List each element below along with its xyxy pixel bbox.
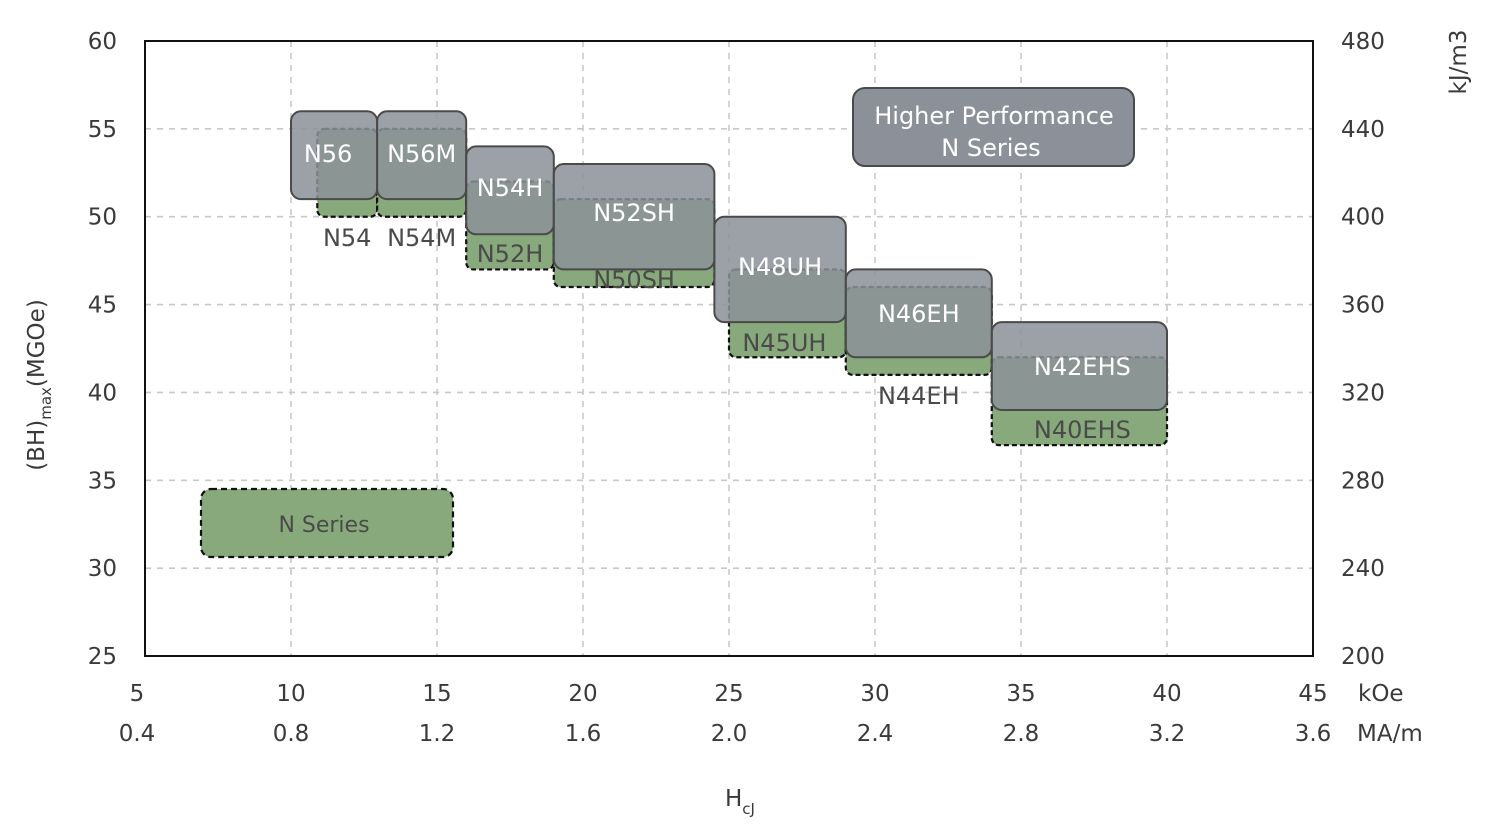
- grade-label-n56: N56: [304, 140, 353, 168]
- y-tick-label: 45: [88, 293, 117, 319]
- legend-higher-line1: Higher Performance: [874, 102, 1114, 130]
- x-secondary-tick-label: 0.4: [119, 721, 156, 747]
- legend-n-swatch: [199, 487, 455, 559]
- y2-tick-label: 440: [1341, 117, 1385, 143]
- x-tick-label: 5: [130, 681, 145, 707]
- y2-tick-label: 240: [1341, 556, 1385, 582]
- x-tick-label: 40: [1152, 681, 1181, 707]
- y-tick-label: 40: [88, 380, 117, 406]
- x-tick-label: 45: [1298, 681, 1327, 707]
- legend-higher-swatch: [852, 87, 1135, 167]
- x-tick-label: 20: [568, 681, 597, 707]
- higher-performance-boxes: [290, 110, 1168, 411]
- x-tick-label: 15: [422, 681, 451, 707]
- box-n48uh: [713, 215, 847, 324]
- x-secondary-tick-label: 2.4: [857, 721, 894, 747]
- y2-tick-label: 400: [1341, 205, 1385, 231]
- x-axis-secondary-ticks: 0.4 0.8 1.2 1.6 2.0 2.4 2.8 3.2 3.6: [119, 721, 1332, 747]
- box-n52sh: [552, 163, 716, 271]
- x-tick-label: 30: [860, 681, 889, 707]
- y-tick-label: 60: [88, 29, 117, 55]
- grade-label-n40ehs: N40EHS: [1034, 416, 1131, 444]
- legend-higher-performance: Higher Performance N Series: [852, 87, 1135, 167]
- grade-labels: N54 N54M N52H N50SH N45UH N44EH N40EHS N56 N56M N…: [304, 140, 1131, 444]
- x-secondary-tick-label: 3.2: [1149, 721, 1186, 747]
- x-tick-label: 35: [1006, 681, 1035, 707]
- y2-tick-label: 280: [1341, 468, 1385, 494]
- y-tick-label: 55: [88, 117, 117, 143]
- y2-tick-label: 480: [1341, 29, 1385, 55]
- grade-label-n48uh: N48UH: [738, 253, 822, 281]
- legend-higher-line2: N Series: [941, 134, 1040, 162]
- grade-label-n42ehs: N42EHS: [1034, 353, 1131, 381]
- svg-text:(BH)max(MGOe): (BH)max(MGOe): [24, 299, 55, 471]
- x-secondary-tick-label: 2.8: [1003, 721, 1040, 747]
- x-axis-ticks: 5 10 15 20 25 30 35 40 45: [130, 681, 1328, 707]
- grade-label-n44eh: N44EH: [878, 382, 960, 410]
- grade-label-n52sh: N52SH: [593, 199, 675, 227]
- x-secondary-tick-label: 3.6: [1295, 721, 1332, 747]
- x-secondary-tick-label: 2.0: [711, 721, 748, 747]
- y2-axis-ticks: 200 240 280 320 360 400 440 480: [1341, 29, 1385, 670]
- box-n42ehs: [990, 321, 1168, 411]
- y-axis-label-sub: max: [37, 387, 55, 420]
- y-axis-label-unit: (MGOe): [24, 299, 50, 387]
- x-unit-secondary: MA/m: [1357, 721, 1423, 747]
- y-tick-label: 30: [88, 556, 117, 582]
- plot-frame: [144, 40, 1314, 657]
- grade-label-n50sh: N50SH: [593, 266, 675, 294]
- x-secondary-tick-label: 1.6: [565, 721, 602, 747]
- grade-label-n54: N54: [323, 224, 372, 252]
- x-tick-label: 10: [276, 681, 305, 707]
- grade-label-n54m: N54M: [387, 224, 456, 252]
- y2-tick-label: 360: [1341, 293, 1385, 319]
- y-axis-label-main: (BH): [24, 420, 50, 471]
- legend-n-line1: N Series: [278, 513, 369, 538]
- y-axis-ticks: 25 30 35 40 45 50 55 60: [88, 29, 117, 670]
- grade-label-n46eh: N46EH: [878, 300, 960, 328]
- y2-axis-label: kJ/m3: [1446, 30, 1472, 95]
- x-axis-label-sub: cJ: [742, 800, 755, 818]
- grade-label-n56m: N56M: [387, 140, 456, 168]
- x-tick-label: 25: [714, 681, 743, 707]
- legend-n-series: N Series: [199, 487, 455, 559]
- y-axis-label: (BH)max(MGOe): [24, 299, 55, 471]
- grade-label-n52h: N52H: [477, 240, 544, 268]
- box-n46eh: [844, 268, 993, 359]
- x-unit-primary: kOe: [1358, 681, 1404, 707]
- x-axis-label: HcJ: [725, 786, 755, 818]
- y-tick-label: 50: [88, 205, 117, 231]
- y2-tick-label: 320: [1341, 380, 1385, 406]
- y2-tick-label: 200: [1341, 644, 1385, 670]
- y-tick-label: 25: [88, 644, 117, 670]
- grade-label-n54h: N54H: [477, 174, 544, 202]
- x-axis-label-main: H: [725, 786, 742, 812]
- x-secondary-tick-label: 1.2: [419, 721, 456, 747]
- y-tick-label: 35: [88, 468, 117, 494]
- grade-label-n45uh: N45UH: [742, 329, 826, 357]
- x-secondary-tick-label: 0.8: [273, 721, 310, 747]
